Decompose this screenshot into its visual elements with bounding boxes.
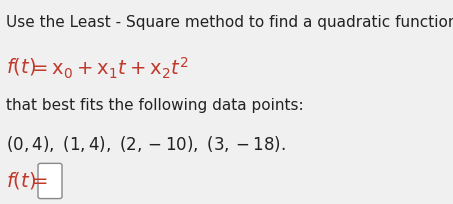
Text: Use the Least - Square method to find a quadratic function of the form: Use the Least - Square method to find a … (6, 16, 453, 30)
Text: $(0, 4),\ (1, 4),\ (2, -10),\ (3, -18).$: $(0, 4),\ (1, 4),\ (2, -10),\ (3, -18).$ (6, 134, 286, 154)
Text: that best fits the following data points:: that best fits the following data points… (6, 98, 304, 113)
FancyBboxPatch shape (38, 163, 62, 198)
Text: $f(t)$: $f(t)$ (6, 170, 37, 191)
Text: $= \mathrm{x_0} + \mathrm{x_1}t + \mathrm{x_2}t^2$: $= \mathrm{x_0} + \mathrm{x_1}t + \mathr… (28, 56, 188, 81)
Text: $=$: $=$ (28, 170, 48, 190)
Text: $f(t)$: $f(t)$ (6, 56, 37, 77)
